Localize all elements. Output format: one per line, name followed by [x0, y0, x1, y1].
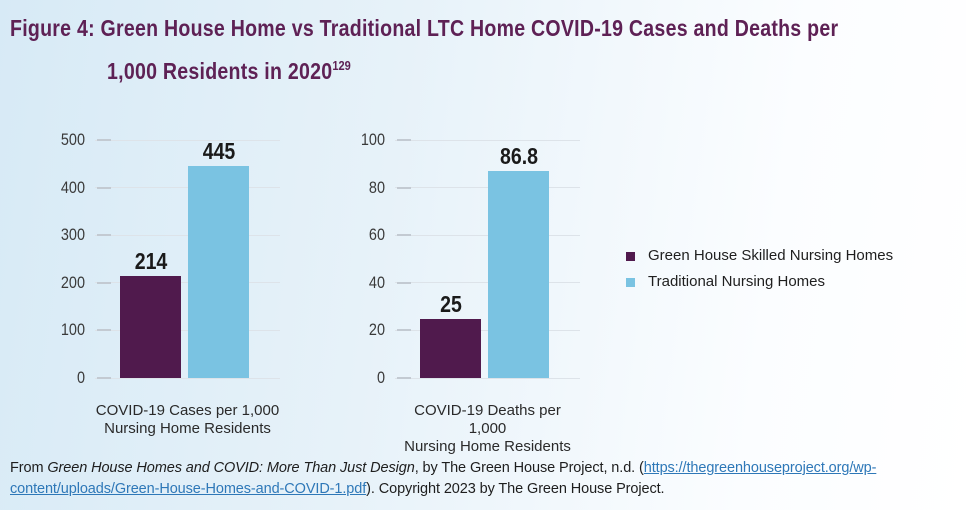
y-axis-tick: [97, 329, 111, 332]
bar-traditional: [488, 171, 549, 378]
legend-item-green-house: Green House Skilled Nursing Homes: [626, 243, 893, 269]
gridline: [395, 187, 580, 189]
bar-value-label: 25: [439, 290, 462, 317]
legend-item-traditional: Traditional Nursing Homes: [626, 269, 893, 295]
bar-value-label: 214: [134, 248, 167, 275]
deaths-chart-plot-area: [395, 139, 580, 379]
bar-value-label: 445: [202, 138, 235, 165]
source-link-line2[interactable]: content/uploads/Green-House-Homes-and-CO…: [10, 480, 367, 497]
y-axis-tick-label: 40: [368, 272, 385, 292]
y-axis-tick-label: 20: [368, 320, 385, 340]
figure-title-line2: 1,000 Residents in 2020129: [107, 58, 351, 84]
gridline: [395, 139, 580, 141]
y-axis-tick: [397, 186, 411, 189]
cases-x-axis-label: COVID-19 Cases per 1,000 Nursing Home Re…: [95, 402, 280, 437]
source-citation: From Green House Homes and COVID: More T…: [10, 458, 962, 499]
y-axis-tick-label: 400: [60, 177, 85, 197]
bar-traditional: [188, 166, 249, 378]
deaths-x-axis-label: COVID-19 Deaths per 1,000 Nursing Home R…: [404, 402, 571, 455]
y-axis-tick-label: 80: [368, 177, 385, 197]
legend-label: Traditional Nursing Homes: [648, 273, 826, 290]
bar-value-label: 86.8: [499, 143, 538, 170]
bar-green-house: [120, 276, 181, 378]
gridline: [95, 329, 280, 331]
citation-middle: , by The Green House Project, n.d. (: [414, 460, 644, 476]
gridline: [395, 377, 580, 379]
citation-suffix: ). Copyright 2023 by The Green House Pro…: [366, 480, 665, 497]
y-axis-tick-label: 60: [368, 225, 385, 245]
y-axis-tick-label: 300: [60, 225, 85, 245]
y-axis-tick-label: 0: [76, 368, 85, 387]
y-axis-tick: [397, 281, 411, 284]
y-axis-tick: [97, 234, 111, 237]
legend-label: Green House Skilled Nursing Homes: [648, 247, 894, 264]
gridline: [95, 139, 280, 141]
gridline: [395, 282, 580, 284]
y-axis-tick: [97, 281, 111, 284]
bar-green-house: [420, 318, 481, 378]
y-axis-tick: [97, 186, 111, 189]
y-axis-tick-label: 100: [60, 320, 85, 340]
gridline: [95, 234, 280, 236]
green-house-swatch-icon: [626, 251, 635, 261]
cases-bar-chart: COVID-19 Cases per 1,000 Nursing Home Re…: [40, 128, 290, 444]
gridline: [95, 187, 280, 189]
footnote-superscript: 129: [332, 58, 351, 73]
y-axis-tick: [97, 139, 111, 141]
gridline: [95, 282, 280, 284]
gridline: [395, 234, 580, 236]
y-axis-tick-label: 0: [376, 368, 385, 387]
deaths-bar-chart: COVID-19 Deaths per 1,000 Nursing Home R…: [340, 128, 590, 455]
citation-work-title: Green House Homes and COVID: More Than J…: [47, 460, 415, 476]
figure-title-line1: Figure 4: Green House Home vs Traditiona…: [10, 15, 839, 41]
traditional-swatch-icon: [626, 277, 635, 287]
figure-title: Figure 4: Green House Home vs Traditiona…: [10, 10, 966, 90]
y-axis-tick: [397, 329, 411, 332]
citation-prefix: From: [10, 460, 48, 476]
cases-chart-plot-area: [95, 139, 280, 379]
y-axis-tick: [397, 139, 411, 141]
gridline: [395, 329, 580, 331]
y-axis-tick-label: 200: [60, 272, 85, 292]
gridline: [95, 377, 280, 379]
y-axis-tick-label: 500: [60, 130, 85, 149]
y-axis-tick: [397, 377, 411, 379]
y-axis-tick-label: 100: [360, 130, 385, 149]
source-link-line1[interactable]: https://thegreenhouseproject.org/wp-: [643, 460, 877, 476]
y-axis-tick: [397, 234, 411, 237]
y-axis-tick: [97, 377, 111, 379]
chart-legend: Green House Skilled Nursing Homes Tradit…: [626, 243, 893, 295]
